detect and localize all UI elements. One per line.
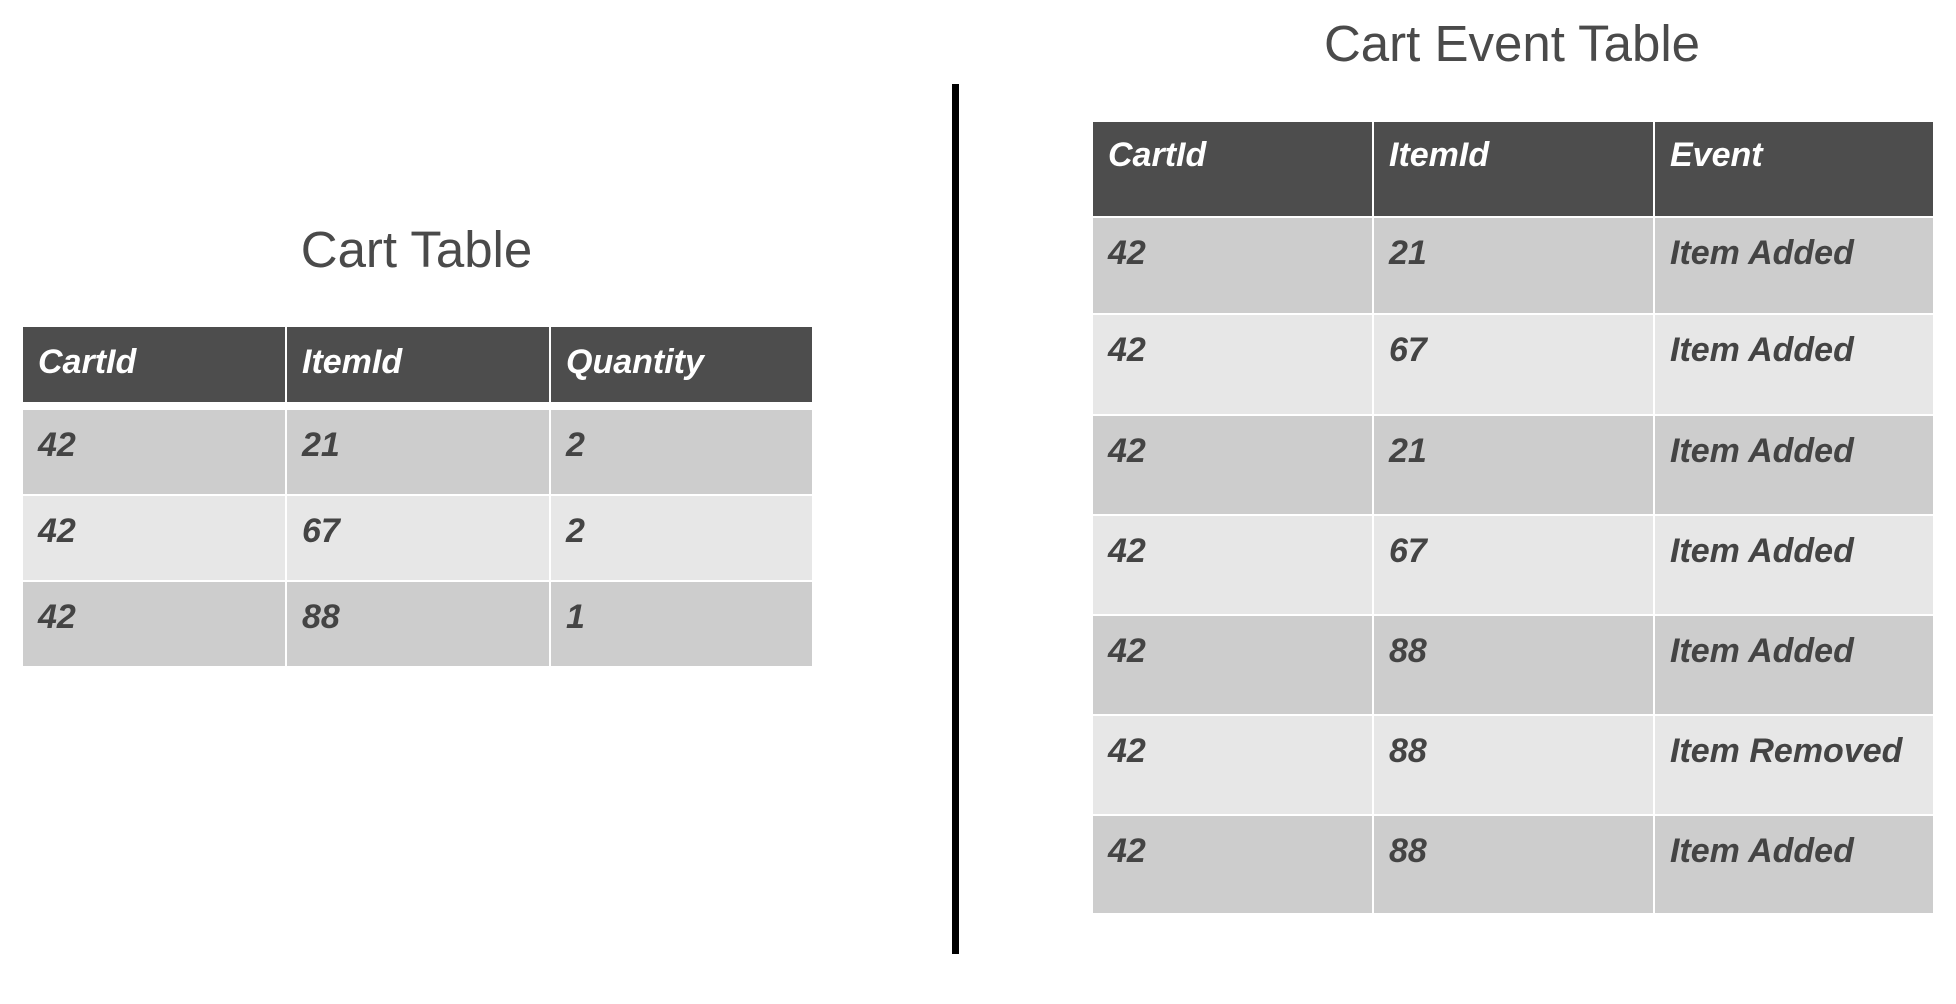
cart-event-table-cell: 42: [1093, 716, 1372, 814]
cart-event-table-cell: 42: [1093, 816, 1372, 913]
cart-table-cell: 21: [287, 410, 549, 494]
cart-table-cell: 42: [23, 410, 285, 494]
cart-table-cell: 42: [23, 582, 285, 666]
cart-event-table-header-itemid: ItemId: [1374, 122, 1653, 216]
cart-table: CartId ItemId Quantity 42 21 2 42 67 2 4…: [23, 327, 812, 666]
cart-table-cell: 42: [23, 496, 285, 580]
cart-event-table-cell: 67: [1374, 315, 1653, 414]
vertical-divider: [952, 84, 959, 954]
cart-event-table: CartId ItemId Event 42 21 Item Added 42 …: [1093, 122, 1933, 913]
cart-event-table-cell: 42: [1093, 218, 1372, 313]
cart-event-table-cell: 42: [1093, 315, 1372, 414]
cart-event-table-cell: 88: [1374, 616, 1653, 714]
cart-event-table-header-cartid: CartId: [1093, 122, 1372, 216]
cart-event-table-cell: Item Added: [1655, 516, 1933, 614]
cart-table-cell: 67: [287, 496, 549, 580]
cart-table-cell: 2: [551, 496, 812, 580]
cart-event-table-cell: 88: [1374, 816, 1653, 913]
cart-event-table-cell: Item Added: [1655, 616, 1933, 714]
cart-table-title: Cart Table: [300, 221, 533, 278]
cart-event-table-cell: Item Removed: [1655, 716, 1933, 814]
cart-event-table-cell: 67: [1374, 516, 1653, 614]
cart-event-table-cell: Item Added: [1655, 315, 1933, 414]
cart-event-table-cell: 42: [1093, 616, 1372, 714]
cart-event-table-cell: 88: [1374, 716, 1653, 814]
cart-event-table-cell: 21: [1374, 416, 1653, 514]
cart-event-table-cell: 42: [1093, 516, 1372, 614]
cart-table-cell: 1: [551, 582, 812, 666]
cart-event-table-cell: 42: [1093, 416, 1372, 514]
cart-event-table-cell: Item Added: [1655, 816, 1933, 913]
cart-event-table-cell: Item Added: [1655, 416, 1933, 514]
cart-table-header-cartid: CartId: [23, 327, 285, 402]
cart-event-table-header-event: Event: [1655, 122, 1933, 216]
cart-event-table-cell: Item Added: [1655, 218, 1933, 313]
cart-table-cell: 2: [551, 410, 812, 494]
cart-table-header-quantity: Quantity: [551, 327, 812, 402]
cart-event-table-title: Cart Event Table: [1323, 15, 1701, 72]
cart-table-cell: 88: [287, 582, 549, 666]
cart-event-table-cell: 21: [1374, 218, 1653, 313]
cart-table-header-itemid: ItemId: [287, 327, 549, 402]
